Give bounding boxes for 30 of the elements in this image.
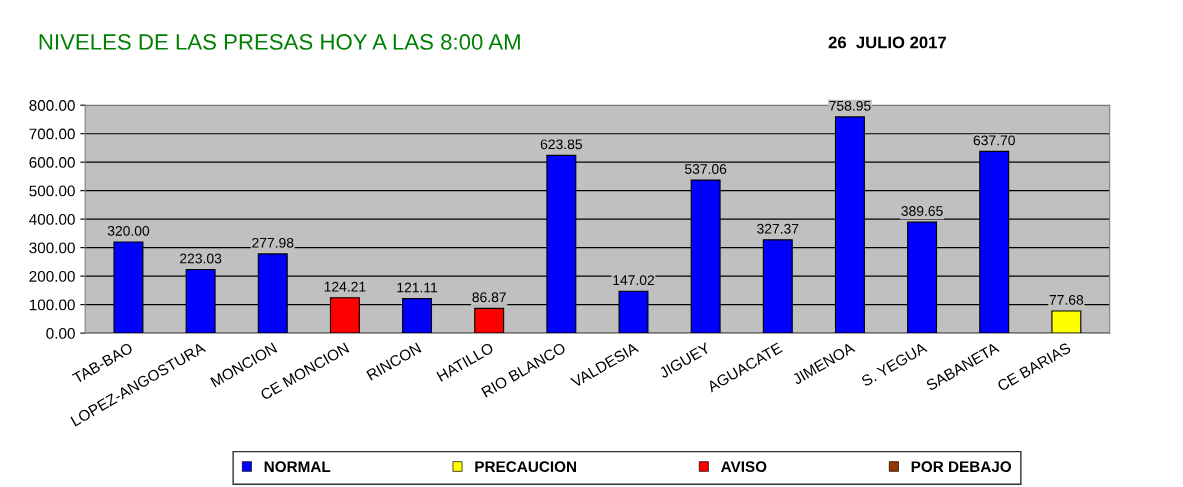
data-label: 223.03 — [180, 253, 222, 264]
data-label: 389.65 — [901, 206, 943, 216]
y-tick-label: 600.00 — [29, 157, 75, 168]
legend-label: PRECAUCION — [475, 461, 576, 473]
y-tick-label: 200.00 — [29, 271, 75, 282]
y-tick-label: 500.00 — [29, 185, 75, 197]
data-label: 623.85 — [540, 139, 582, 150]
data-label: 327.37 — [757, 223, 799, 234]
data-label: 537.06 — [684, 164, 727, 174]
legend-label: POR DEBAJO — [911, 461, 1012, 473]
y-tick-label: 300.00 — [29, 242, 75, 254]
chart-title: NIVELES DE LAS PRESAS HOY A LAS 8:00 AM — [39, 34, 520, 50]
data-label: 147.02 — [613, 275, 655, 286]
y-tick-label: 800.00 — [29, 100, 75, 111]
data-label: 277.98 — [252, 237, 294, 248]
legend-label: AVISO — [721, 461, 767, 473]
data-label: 637.70 — [973, 135, 1015, 146]
chart-subtitle: 26 JULIO 2017 — [828, 36, 946, 49]
data-label: 86.87 — [472, 292, 506, 303]
y-tick-label: 400.00 — [29, 214, 75, 225]
data-label: 320.00 — [107, 225, 150, 236]
y-tick-label: 700.00 — [29, 128, 75, 140]
data-label: 121.11 — [397, 282, 438, 293]
y-tick-label: 0.00 — [46, 327, 75, 339]
data-label: 758.95 — [829, 100, 871, 111]
y-tick-label: 100.00 — [29, 299, 75, 311]
legend-label: NORMAL — [264, 461, 331, 473]
data-label: 124.21 — [324, 281, 366, 292]
data-label: 77.68 — [1049, 294, 1084, 305]
bar — [1051, 310, 1082, 334]
